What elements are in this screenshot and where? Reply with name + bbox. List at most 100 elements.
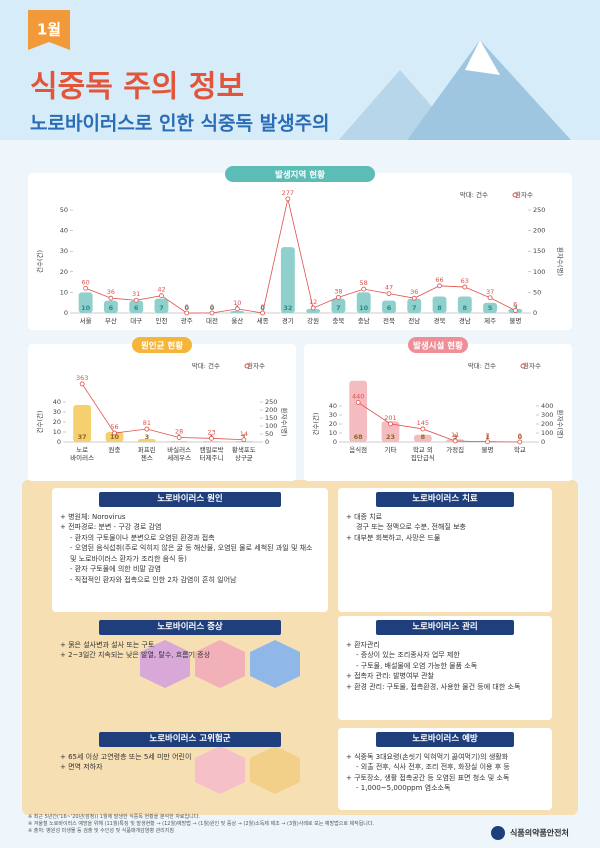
bar-value-label: 8	[421, 433, 426, 441]
point-value-label: 23	[207, 428, 215, 436]
point-value-label: 363	[76, 374, 88, 382]
bar-value-label: 0	[260, 304, 265, 312]
y2-tick-label: 200	[265, 406, 277, 414]
point	[386, 291, 392, 297]
y2-tick-label: 400	[541, 402, 553, 410]
icon	[250, 746, 300, 794]
y2-tick-label: 200	[533, 227, 545, 235]
bar	[349, 380, 368, 442]
bar-value-label: 1	[242, 433, 247, 441]
section-item: + 병원체: Norovirus	[60, 512, 126, 521]
point	[411, 295, 417, 301]
footer-note: ※ 최근 5년간('16~'20년(잠정)) 1월에 발생한 식중독 현황을 분…	[28, 814, 200, 820]
bar	[78, 292, 93, 313]
point	[517, 439, 523, 445]
point-value-label: 38	[334, 287, 342, 295]
bar-value-label: 0	[210, 304, 215, 312]
line	[85, 198, 516, 314]
point	[487, 295, 493, 301]
y2-tick-label: 200	[541, 420, 553, 428]
section-title: 노로바이러스 원인	[99, 492, 281, 507]
title-pill	[225, 166, 375, 182]
y2-tick-label: 100	[265, 422, 277, 430]
y-tick-label: 50	[60, 206, 68, 214]
bar-value-label: 10	[110, 433, 120, 441]
x-tick-label: 가정집	[446, 445, 464, 454]
icon	[140, 640, 190, 688]
section-item: + 구토장소, 생활 접촉공간 등 오염된 표면 청소 및 소독	[346, 773, 510, 782]
point	[209, 310, 215, 316]
bar-value-label: 23	[386, 433, 395, 441]
section-title: 노로바이러스 고위험군	[99, 732, 281, 747]
y-tick-label: 0	[57, 438, 61, 446]
point-value-label: 36	[107, 288, 115, 296]
section-item: + 2~3일간 지속되는 낮은 발열, 탈수, 흐름기 증상	[60, 651, 211, 659]
y-tick-label: 10	[329, 429, 337, 437]
section-title: 노로바이러스 예방	[375, 732, 515, 747]
y2-tick-label: 250	[533, 206, 545, 214]
bar	[105, 432, 124, 442]
point	[112, 430, 117, 436]
y-tick-label: 20	[53, 418, 61, 426]
point-value-label: 0	[210, 303, 214, 311]
y-tick-label: 40	[60, 227, 68, 235]
mountain	[400, 40, 580, 150]
point-value-label: 56	[110, 423, 118, 431]
section: 노로바이러스 예방 + 식중독 3대요령(손씻기 익혀먹기 끓여먹기)의 생활화 -…	[338, 728, 552, 810]
y-tick-label: 0	[64, 309, 68, 317]
point-value-label: 277	[282, 189, 294, 197]
point	[285, 196, 291, 202]
line	[81, 383, 244, 441]
section-item: - 증상이 있는 조리종사자 업무 제한	[356, 651, 460, 659]
bar-value-label: 7	[336, 304, 341, 312]
y-axis-label: 건수(건)	[35, 250, 44, 273]
x-tick-label: 원충	[109, 445, 121, 454]
chart-title: 발생지역 현황	[275, 170, 325, 181]
point-value-label: 440	[352, 392, 364, 400]
x-tick-label: 경기	[282, 316, 294, 325]
legend-label: 막대: 건수	[468, 361, 496, 370]
y-tick-label: 20	[60, 268, 68, 276]
y-tick-label: 30	[53, 408, 61, 416]
x-tick-label: 불명	[509, 316, 521, 325]
legend-label: 막대: 건수	[192, 361, 220, 370]
bar	[413, 434, 432, 442]
bar	[382, 300, 396, 313]
bar-value-label: 7	[412, 304, 417, 312]
y2-tick-label: 100	[541, 429, 553, 437]
y-tick-label: 10	[60, 288, 68, 296]
icon	[195, 640, 245, 688]
section: 노로바이러스 증상 + 묽은 설사변과 설사 또는 구토 + 2~3일간 지속되는 …	[52, 616, 328, 720]
x-tick-label: 전남	[408, 316, 420, 325]
icon	[195, 746, 245, 794]
bar-value-label: 6	[109, 304, 114, 312]
panel	[304, 344, 572, 481]
y2-tick-label: 0	[533, 309, 537, 317]
section-item: + 면역 저하자	[60, 763, 103, 771]
x-tick-label: 노로 바이러스	[70, 446, 94, 462]
bar-value-label: 0	[184, 304, 189, 312]
y2-tick-label: 100	[533, 268, 545, 276]
point	[361, 286, 367, 292]
point	[79, 381, 85, 387]
x-tick-label: 학교	[514, 445, 526, 454]
bar	[407, 298, 422, 313]
point	[176, 435, 182, 440]
section-item: + 식중독 3대요령(손씻기 익혀먹기 끓여먹기)의 생활화	[346, 752, 509, 761]
point-value-label: 145	[417, 419, 429, 427]
point-value-label: 11	[451, 431, 459, 439]
point-value-label: 10	[233, 299, 241, 307]
bar	[230, 310, 245, 313]
month: 1월	[37, 21, 61, 39]
legend-label: 환자수	[515, 190, 533, 199]
x-tick-label: 부산	[105, 316, 117, 325]
point-value-label: 47	[385, 284, 393, 292]
legend-label: 환자수	[523, 361, 541, 370]
bar	[129, 300, 144, 313]
point-value-label: 14	[240, 430, 248, 438]
point	[83, 285, 89, 291]
y-tick-label: 0	[333, 438, 337, 446]
bar-value-label: 3	[453, 433, 458, 441]
point	[452, 438, 458, 444]
